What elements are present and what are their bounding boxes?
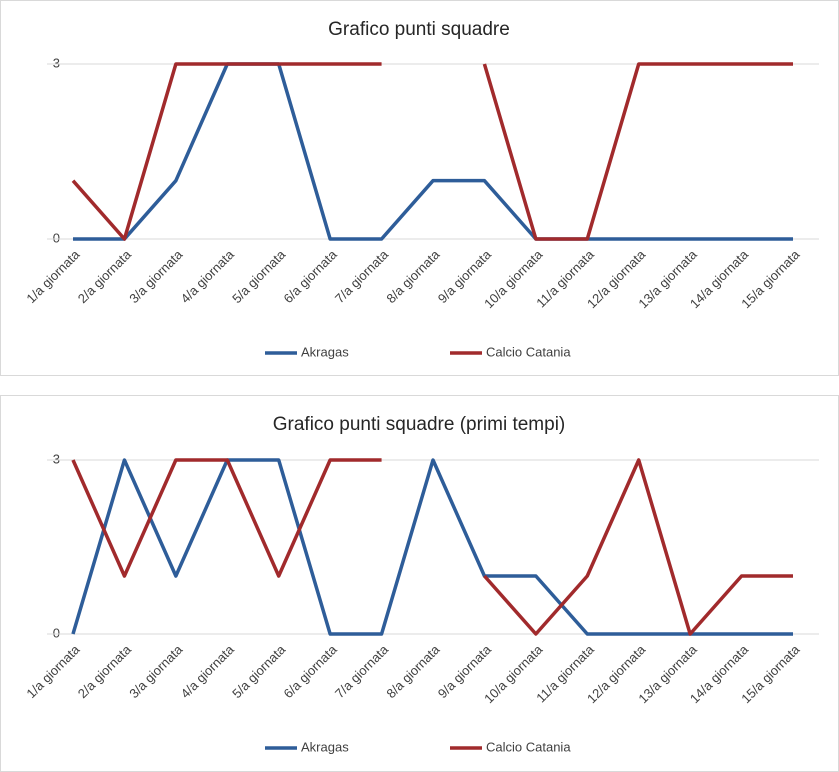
legend-label: Akragas: [301, 739, 349, 754]
chart-frame: [0, 395, 839, 772]
y-tick-label: 0: [53, 625, 60, 640]
y-tick-label: 0: [53, 230, 60, 245]
chart-frame: [0, 0, 839, 376]
series-line: [73, 62, 793, 241]
chart-title: Grafico punti squadre (primi tempi): [273, 414, 566, 435]
legend-label: Akragas: [301, 344, 349, 359]
chart-title: Grafico punti squadre: [328, 19, 510, 40]
y-tick-label: 3: [53, 451, 60, 466]
y-tick-label: 3: [53, 55, 60, 70]
legend-label: Calcio Catania: [486, 739, 571, 754]
series-line: [71, 62, 793, 241]
series-line: [71, 458, 793, 636]
series-line: [71, 458, 793, 636]
legend-label: Calcio Catania: [486, 344, 571, 359]
